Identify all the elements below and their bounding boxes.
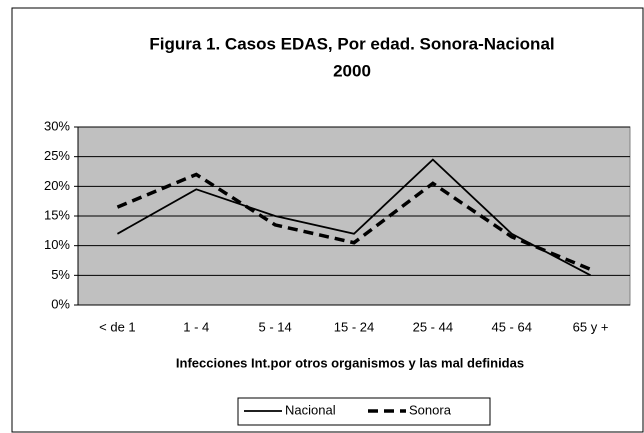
x-tick-label: 25 - 44: [413, 319, 453, 334]
x-axis-title: Infecciones Int.por otros organismos y l…: [176, 355, 524, 370]
legend-label: Sonora: [409, 402, 452, 417]
series-line: [116, 158, 591, 277]
y-tick-label: 0%: [51, 296, 70, 311]
x-tick-label: 5 - 14: [259, 319, 292, 334]
chart-subtitle: 2000: [333, 61, 371, 80]
y-tick-label: 30%: [44, 118, 70, 133]
x-tick-label: 15 - 24: [334, 319, 374, 334]
x-tick-label: < de 1: [99, 319, 136, 334]
legend-label: Nacional: [285, 402, 336, 417]
x-tick-label: 45 - 64: [491, 319, 531, 334]
x-tick-label: 65 y +: [573, 319, 609, 334]
y-tick-label: 5%: [51, 267, 70, 282]
y-tick-label: 20%: [44, 178, 70, 193]
chart-title: Figura 1. Casos EDAS, Por edad. Sonora-N…: [149, 34, 554, 53]
y-tick-label: 15%: [44, 207, 70, 222]
y-tick-label: 10%: [44, 237, 70, 252]
x-tick-label: 1 - 4: [183, 319, 209, 334]
series-line: [116, 172, 592, 272]
y-tick-label: 25%: [44, 148, 70, 163]
